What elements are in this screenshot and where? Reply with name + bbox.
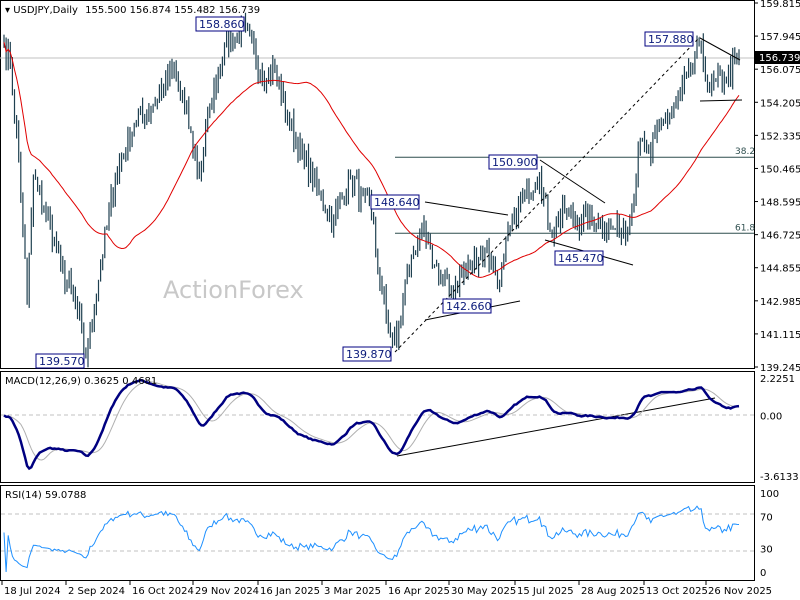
macd-axis-tick: -3.6133: [760, 472, 799, 483]
date-axis-tick: 16 Oct 2024: [132, 586, 194, 597]
macd-panel-frame: [0, 371, 755, 483]
price-axis-tick: 139.245: [760, 363, 800, 374]
rsi-axis-tick: 100: [760, 489, 779, 500]
macd-line: [3, 378, 740, 471]
price-axis-tick: 156.075: [760, 65, 800, 76]
rsi-line: [3, 505, 740, 573]
price-label-box: [488, 154, 538, 170]
macd-title: MACD(12,26,9) 0.3625 0.4681: [5, 376, 157, 387]
price-axis-tick: 154.205: [760, 98, 800, 109]
trendline: [424, 201, 509, 216]
price-label: 157.880: [648, 33, 694, 46]
rsi-axis-tick: 0: [760, 568, 766, 579]
date-axis-tick: 28 Aug 2025: [581, 586, 645, 597]
price-label-box: [442, 298, 492, 314]
price-axis-tick: 152.335: [760, 131, 800, 142]
macd-axis-tick: 0.00: [760, 411, 782, 422]
price-axis-tick: 146.725: [760, 231, 800, 242]
trendline: [699, 99, 743, 102]
rsi-axis-tick: 70: [760, 513, 773, 524]
price-label: 145.470: [558, 252, 604, 265]
price-label: 139.870: [346, 348, 392, 361]
date-axis-tick: 13 Oct 2025: [646, 586, 708, 597]
watermark: ActionForex: [163, 276, 304, 304]
chart-header: ▾ USDJPY,Daily 155.500 156.874 155.482 1…: [5, 5, 260, 16]
date-axis-tick: 30 May 2025: [451, 586, 516, 597]
rsi-panel-frame: [0, 485, 755, 581]
price-label-box: [195, 16, 245, 32]
price-axis-tick: 144.855: [760, 264, 800, 275]
date-axis-tick: 15 Jul 2025: [517, 586, 574, 597]
trendline: [539, 159, 606, 204]
date-axis-tick: 2 Sep 2024: [68, 586, 125, 597]
macd-axis-tick: 2.2251: [760, 374, 795, 385]
price-label-box: [554, 250, 604, 266]
price-axis-tick: 141.115: [760, 330, 800, 341]
date-axis-tick: 26 Nov 2025: [708, 586, 772, 597]
price-label: 150.900: [492, 156, 538, 169]
trendline: [699, 37, 741, 61]
fib-level-label: 38.2: [735, 147, 755, 157]
moving-average-line: [3, 42, 740, 278]
date-axis-tick: 18 Jul 2024: [4, 586, 61, 597]
current-price-label: 156.739: [759, 53, 800, 64]
price-label-box: [370, 194, 420, 210]
rsi-title: RSI(14) 59.0788: [5, 490, 86, 501]
rsi-axis-tick: 30: [760, 544, 773, 555]
price-label: 139.570: [39, 355, 85, 368]
price-label: 148.640: [374, 196, 420, 209]
price-label-box: [644, 31, 694, 47]
price-axis-tick: 142.985: [760, 297, 800, 308]
macd-signal-line: [3, 381, 740, 461]
price-label-box: [35, 353, 85, 369]
price-axis-tick: 150.465: [760, 164, 800, 175]
date-axis-tick: 3 Mar 2025: [324, 586, 381, 597]
price-label-box: [342, 346, 392, 362]
price-panel-frame: [0, 0, 755, 369]
price-label: 158.860: [199, 18, 245, 31]
price-axis-tick: 157.945: [760, 32, 800, 43]
price-axis-tick: 159.815: [760, 0, 800, 10]
current-price-marker: [755, 51, 800, 64]
macd-trendline: [396, 397, 716, 457]
fib-level-label: 61.8: [735, 223, 755, 233]
price-axis-tick: 148.595: [760, 198, 800, 209]
date-axis-tick: 16 Jan 2025: [260, 586, 320, 597]
date-axis-tick: 29 Nov 2024: [195, 586, 259, 597]
price-label: 142.660: [446, 300, 492, 313]
date-axis-tick: 16 Apr 2025: [388, 586, 450, 597]
